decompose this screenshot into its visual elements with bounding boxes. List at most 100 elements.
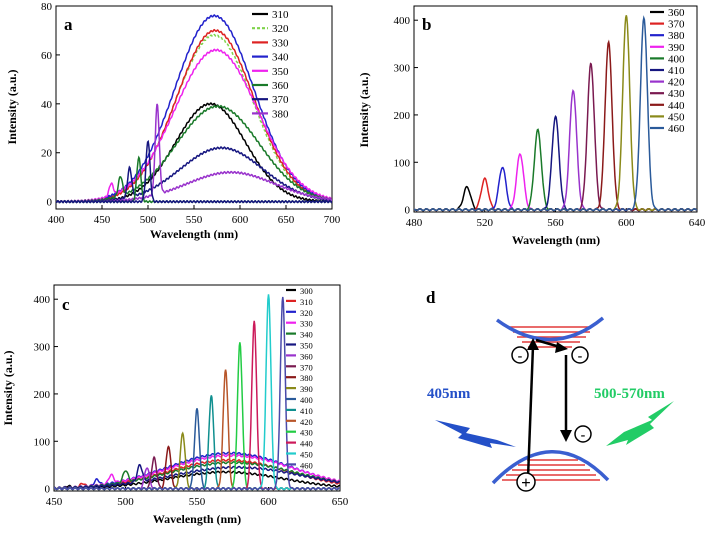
legend-label: 430	[300, 428, 313, 438]
x-tick-label: 550	[189, 496, 206, 508]
series-line-310	[56, 102, 332, 204]
series-line-340	[56, 14, 332, 204]
x-tick-label: 500	[140, 214, 157, 226]
y-tick-label: 200	[394, 110, 411, 122]
series-line-360	[56, 104, 332, 204]
series-line-420	[414, 89, 697, 212]
series-line-300	[54, 470, 340, 490]
legend-label: 440	[300, 439, 313, 449]
legend-label: 460	[300, 460, 313, 470]
legend-label: 410	[668, 65, 685, 77]
svg-text:+: +	[521, 473, 531, 492]
legend-label: 400	[668, 53, 685, 65]
svg-text:-: -	[578, 349, 583, 364]
x-tick-label: 600	[232, 214, 249, 226]
legend-label: 380	[272, 108, 289, 120]
y-tick-label: 300	[34, 342, 51, 354]
emission-lightning-icon	[606, 401, 674, 446]
excitation-wavelength-label: 405nm	[427, 386, 471, 402]
legend-label: 300	[300, 286, 313, 296]
legend-label: 460	[668, 123, 685, 135]
transition-arrows	[526, 338, 572, 479]
emission-wavelength-label: 500-570nm	[594, 386, 665, 402]
x-tick-label: 500	[117, 496, 134, 508]
y-tick-label: 300	[394, 63, 411, 75]
y-tick-label: 60	[41, 50, 53, 62]
legend-label: 450	[668, 111, 685, 123]
legend-label: 310	[300, 297, 313, 307]
x-tick-label: 550	[186, 214, 203, 226]
series-line-320	[56, 33, 332, 204]
legend-label: 350	[272, 66, 289, 78]
legend-label: 440	[668, 100, 685, 112]
valence-band-curve	[491, 450, 610, 485]
x-tick-label: 600	[260, 496, 277, 508]
svg-text:-: -	[581, 428, 586, 443]
legend-label: 370	[668, 19, 685, 31]
panel-c-chart: c Wavelength (nm) Intensity (a.u.) 450 50…	[1, 284, 349, 526]
panel-a-ylabel: Intensity (a.u.)	[5, 69, 19, 144]
legend-label: 350	[300, 341, 313, 351]
legend-label: 370	[300, 362, 313, 372]
legend-label: 340	[300, 330, 313, 340]
legend-label: 320	[300, 308, 313, 318]
series-line-400	[414, 128, 697, 212]
panel-b-frame	[413, 5, 698, 213]
series-line-390	[54, 431, 340, 491]
y-tick-label: 400	[394, 15, 411, 27]
panel-c-xlabel: Wavelength (nm)	[153, 512, 241, 526]
panel-b-curves	[414, 15, 697, 212]
legend-label: 410	[300, 406, 313, 416]
series-line-430	[54, 342, 340, 491]
legend-label: 420	[668, 77, 685, 89]
y-tick-label: 0	[405, 205, 411, 217]
series-line-extra	[56, 139, 332, 204]
svg-text:-: -	[518, 349, 523, 364]
panel-a-chart: a Wavelength (nm) Intensity (a.u.) 400 45…	[5, 1, 341, 241]
legend-label: 330	[272, 37, 289, 49]
electron-charge-2: -	[571, 346, 589, 364]
legend-label: 320	[272, 23, 289, 35]
series-line-450	[414, 15, 697, 212]
x-tick-label: 640	[689, 217, 706, 229]
legend-label: 340	[272, 52, 289, 64]
x-tick-label: 650	[332, 496, 349, 508]
electron-charge-3: -	[574, 425, 592, 443]
series-line-340	[54, 461, 340, 490]
panel-a-label: a	[64, 15, 73, 34]
legend-label: 390	[668, 42, 685, 54]
series-line-440	[54, 320, 340, 491]
x-tick-label: 600	[618, 217, 635, 229]
legend-label: 450	[300, 450, 313, 460]
panel-c-legend: 3003103203303403503603703803904004104204…	[286, 286, 313, 470]
legend-label: 380	[668, 30, 685, 42]
legend-label: 310	[272, 9, 289, 21]
series-line-460	[414, 15, 697, 212]
panel-c-label: c	[62, 295, 70, 314]
series-line-450	[54, 294, 340, 491]
electron-charge-1: -	[511, 346, 529, 364]
y-tick-label: 400	[34, 294, 51, 306]
panel-c-frame	[53, 284, 341, 492]
x-tick-label: 520	[477, 217, 494, 229]
legend-label: 370	[272, 94, 289, 106]
series-line-400	[54, 408, 340, 491]
x-tick-label: 560	[547, 217, 564, 229]
legend-label: 430	[668, 88, 685, 100]
panel-a-legend: 310 320 330 340 350 360 370 380	[252, 9, 289, 120]
x-tick-label: 700	[324, 214, 341, 226]
series-line-380	[414, 166, 697, 212]
legend-label: 400	[300, 395, 313, 405]
hole-charge: +	[516, 472, 536, 492]
panel-d-label: d	[426, 288, 436, 307]
panel-b-label: b	[422, 15, 431, 34]
legend-label: 390	[300, 384, 313, 394]
panel-b-ylabel: Intensity (a.u.)	[357, 72, 371, 147]
panel-b-chart: b Wavelength (nm) Intensity (a.u.) 480 52…	[357, 5, 706, 247]
x-tick-label: 650	[278, 214, 295, 226]
panel-a-xlabel: Wavelength (nm)	[150, 227, 238, 241]
panel-a-curves	[56, 14, 332, 204]
panel-c-curves	[54, 294, 340, 491]
series-line-430	[414, 62, 697, 212]
